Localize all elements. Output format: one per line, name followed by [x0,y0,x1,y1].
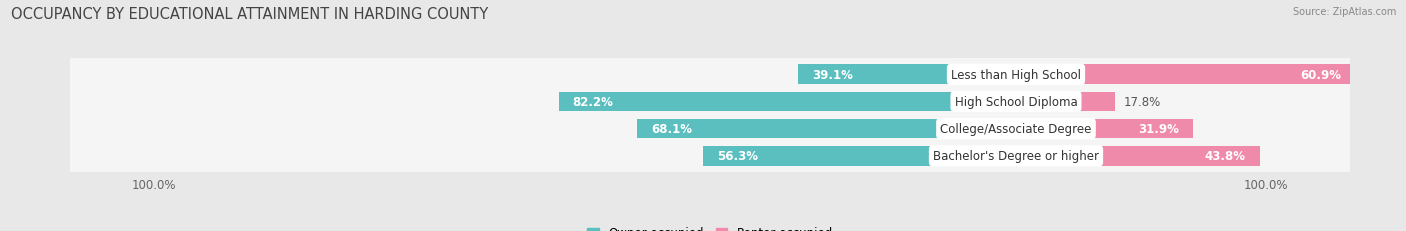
Bar [558,92,1017,112]
Text: High School Diploma: High School Diploma [955,95,1077,108]
Text: 82.2%: 82.2% [572,95,613,108]
Bar [637,119,1017,139]
Text: 43.8%: 43.8% [1205,150,1246,163]
Text: 31.9%: 31.9% [1139,123,1180,136]
Text: 39.1%: 39.1% [813,68,853,81]
Text: Source: ZipAtlas.com: Source: ZipAtlas.com [1292,7,1396,17]
Text: Bachelor's Degree or higher: Bachelor's Degree or higher [934,150,1099,163]
Text: 17.8%: 17.8% [1123,95,1160,108]
Bar [70,86,1350,118]
Text: Less than High School: Less than High School [950,68,1081,81]
Bar [70,59,1350,91]
Text: 56.3%: 56.3% [717,150,758,163]
Bar [1017,65,1355,85]
Bar [70,113,1350,145]
Legend: Owner-occupied, Renter-occupied: Owner-occupied, Renter-occupied [582,222,838,231]
Text: College/Associate Degree: College/Associate Degree [941,123,1091,136]
Bar [703,146,1017,166]
Text: 68.1%: 68.1% [651,123,692,136]
Bar [1017,92,1115,112]
Bar [70,140,1350,172]
Text: OCCUPANCY BY EDUCATIONAL ATTAINMENT IN HARDING COUNTY: OCCUPANCY BY EDUCATIONAL ATTAINMENT IN H… [11,7,488,22]
Bar [799,65,1017,85]
Bar [1017,119,1194,139]
Text: 60.9%: 60.9% [1301,68,1341,81]
Bar [1017,146,1260,166]
